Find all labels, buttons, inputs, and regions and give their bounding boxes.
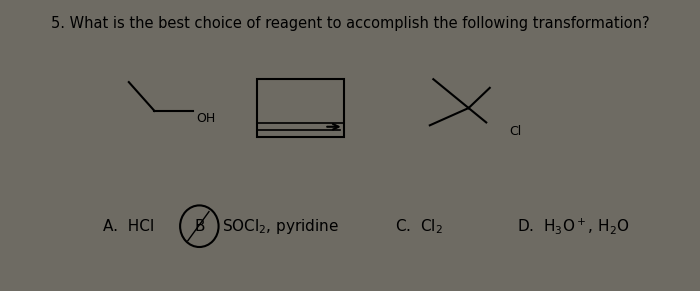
Text: OH: OH: [196, 112, 216, 125]
Text: 5. What is the best choice of reagent to accomplish the following transformation: 5. What is the best choice of reagent to…: [50, 16, 650, 31]
Bar: [257, 79, 344, 137]
Text: B: B: [194, 219, 204, 234]
Text: A.  HCI: A. HCI: [103, 219, 155, 234]
Text: D.  H$_3$O$^+$, H$_2$O: D. H$_3$O$^+$, H$_2$O: [517, 216, 629, 236]
Text: SOCl$_2$, pyridine: SOCl$_2$, pyridine: [222, 217, 339, 236]
Text: Cl: Cl: [509, 125, 522, 138]
Text: C.  Cl$_2$: C. Cl$_2$: [395, 217, 443, 235]
